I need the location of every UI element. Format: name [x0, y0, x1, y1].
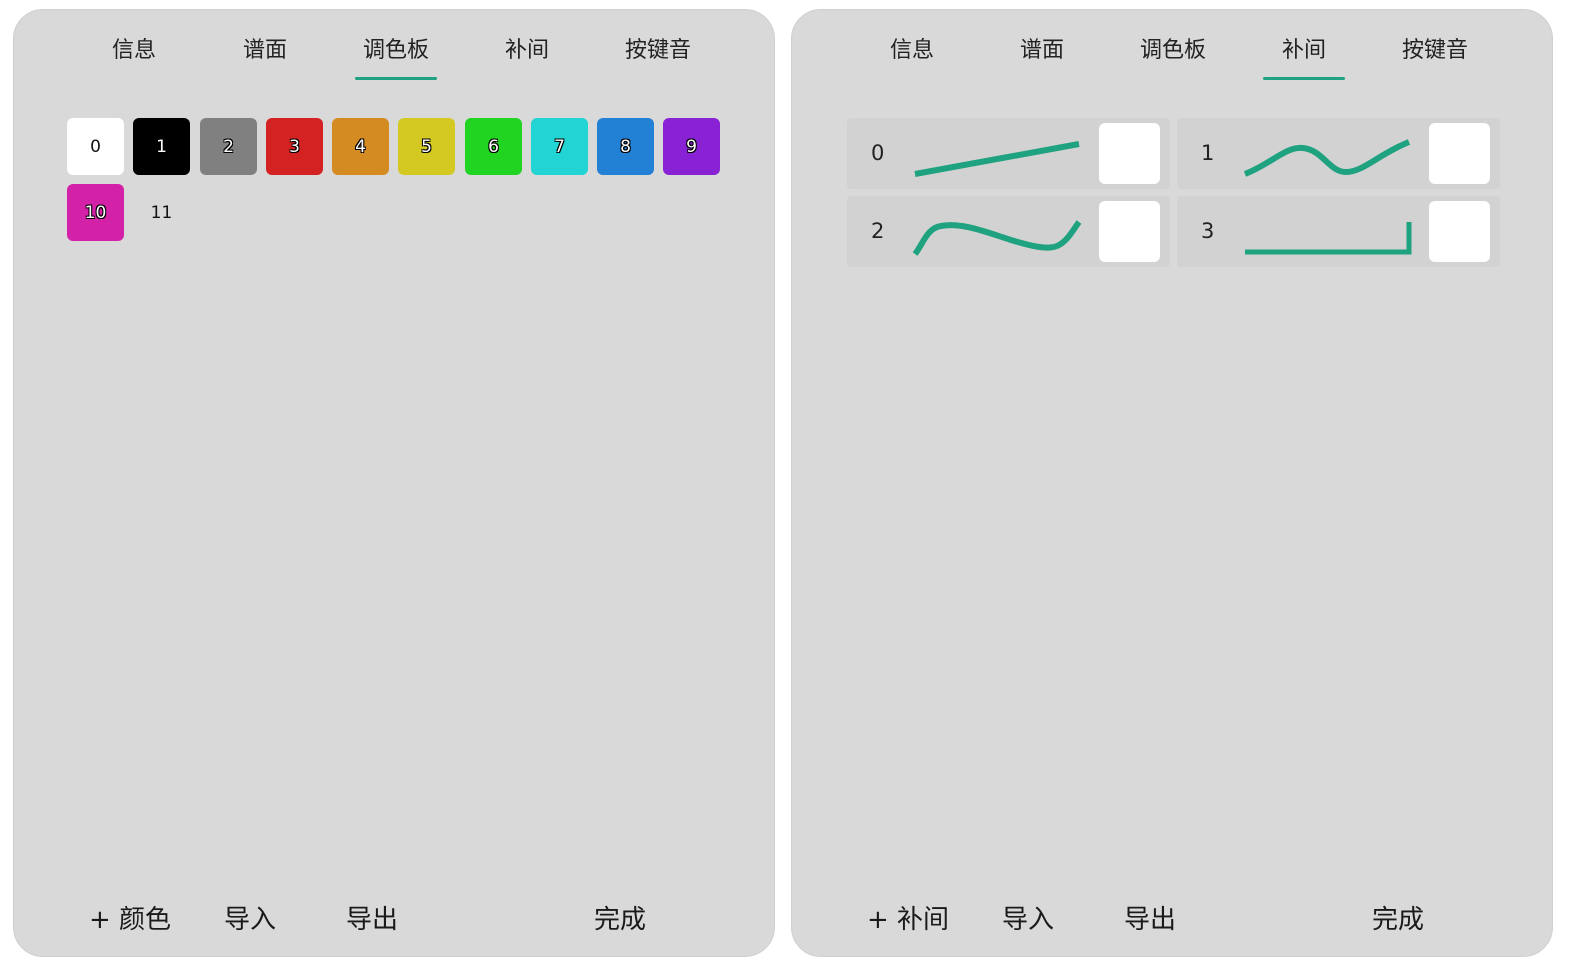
tween-item-3[interactable]: 3: [1177, 196, 1500, 267]
color-swatch-7[interactable]: 7: [531, 118, 588, 175]
color-swatch-9[interactable]: 9: [663, 118, 720, 175]
color-swatch-3[interactable]: 3: [266, 118, 323, 175]
bottom-toolbar: + 颜色 导入 导出 完成: [14, 900, 774, 940]
tab-tween[interactable]: 补间: [1249, 28, 1359, 88]
swatch-label: 5: [421, 136, 432, 157]
color-swatch-4[interactable]: 4: [332, 118, 389, 175]
tab-bar: 信息 谱面 调色板 补间 按键音: [792, 28, 1552, 88]
tab-info[interactable]: 信息: [889, 38, 934, 63]
tween-preview-box[interactable]: [1099, 123, 1160, 184]
tween-preview-box[interactable]: [1429, 201, 1490, 262]
tween-preview-box[interactable]: [1429, 123, 1490, 184]
wave-curve-icon: [1243, 139, 1411, 177]
color-swatch-11[interactable]: 11: [133, 184, 190, 241]
tab-bar: 信息 谱面 调色板 补间 按键音: [14, 28, 774, 88]
tween-index: 2: [871, 219, 885, 243]
import-button[interactable]: 导入: [224, 905, 277, 935]
swatch-label: 4: [355, 136, 366, 157]
import-button[interactable]: 导入: [1002, 905, 1055, 935]
tween-preview-box[interactable]: [1099, 201, 1160, 262]
color-swatch-1[interactable]: 1: [133, 118, 190, 175]
swatch-label: 8: [620, 136, 631, 157]
tween-item-0[interactable]: 0: [847, 118, 1170, 189]
swatch-label: 7: [554, 136, 565, 157]
export-button[interactable]: 导出: [346, 905, 399, 935]
tween-index: 1: [1201, 141, 1215, 165]
step-curve-icon: [1245, 222, 1412, 255]
color-swatch-8[interactable]: 8: [597, 118, 654, 175]
color-swatch-0[interactable]: 0: [67, 118, 124, 175]
tween-panel: 信息 谱面 调色板 补间 按键音 0 1 2 3 + 补间: [791, 9, 1553, 957]
color-swatch-5[interactable]: 5: [398, 118, 455, 175]
tween-item-1[interactable]: 1: [1177, 118, 1500, 189]
color-swatch-6[interactable]: 6: [465, 118, 522, 175]
add-tween-button[interactable]: + 补间: [867, 905, 950, 935]
tab-keysound[interactable]: 按键音: [624, 38, 691, 63]
swatch-label: 9: [686, 136, 697, 157]
tween-index: 0: [871, 141, 885, 165]
done-button[interactable]: 完成: [1372, 905, 1425, 935]
bottom-toolbar: + 补间 导入 导出 完成: [792, 900, 1552, 940]
palette-panel: 信息 谱面 调色板 补间 按键音 0 1 2 3 4 5 6 7 8 9 10 …: [13, 9, 775, 957]
swatch-label: 2: [223, 136, 234, 157]
tab-keysound[interactable]: 按键音: [1401, 38, 1468, 63]
swatch-label: 6: [488, 136, 499, 157]
swatch-label: 11: [150, 202, 173, 223]
tab-tween[interactable]: 补间: [504, 38, 549, 63]
swatch-label: 10: [84, 202, 107, 223]
tab-info[interactable]: 信息: [111, 38, 156, 63]
done-button[interactable]: 完成: [594, 905, 647, 935]
bump-curve-icon: [912, 220, 1082, 256]
swatch-label: 3: [289, 136, 300, 157]
add-color-button[interactable]: + 颜色: [89, 905, 172, 935]
swatch-label: 1: [156, 136, 167, 157]
tween-item-2[interactable]: 2: [847, 196, 1170, 267]
linear-curve-icon: [914, 141, 1080, 177]
tab-palette[interactable]: 调色板: [1139, 38, 1206, 63]
tween-index: 3: [1201, 219, 1215, 243]
tab-palette[interactable]: 调色板: [341, 28, 451, 88]
color-swatch-10[interactable]: 10: [67, 184, 124, 241]
swatch-label: 0: [90, 136, 101, 157]
export-button[interactable]: 导出: [1124, 905, 1177, 935]
tab-chart[interactable]: 谱面: [242, 38, 287, 63]
tab-chart[interactable]: 谱面: [1019, 38, 1064, 63]
color-swatch-2[interactable]: 2: [200, 118, 257, 175]
